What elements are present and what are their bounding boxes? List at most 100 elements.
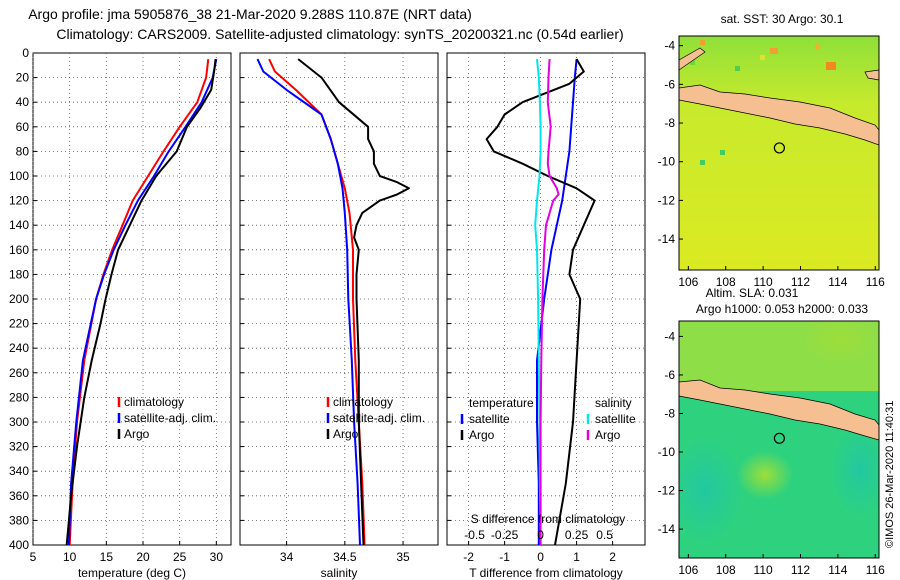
diff-top-tick-label: -0.5 bbox=[464, 528, 485, 542]
diff-legend-salinity-label: Argo bbox=[595, 428, 621, 442]
temperature-legend-label: satellite-adj. clim. bbox=[124, 411, 216, 425]
panel-difference: -2 -1 0 1 2 T difference from climatology temp… bbox=[446, 52, 646, 580]
sst-map-argo-marker bbox=[773, 142, 785, 154]
depth-tick-label: 400 bbox=[9, 538, 29, 552]
map-lon-tick-label: 114 bbox=[828, 275, 847, 289]
map-lon-tick-label: 114 bbox=[828, 563, 847, 577]
map-lat-tick-label: -4 bbox=[664, 329, 675, 343]
map-lat-tick-label: -8 bbox=[664, 116, 675, 130]
sla-map-frame bbox=[678, 320, 880, 559]
temperature-xtick-label: 5 bbox=[30, 550, 37, 564]
diff-top-tick-label: 0 bbox=[537, 528, 544, 542]
sst-map-frame bbox=[678, 35, 880, 271]
sst-map: sat. SST: 30 Argo: 30.1 106 108 110 112 114 1… bbox=[658, 12, 885, 289]
temperature-series-argo bbox=[65, 58, 217, 546]
diff-top-tick-label: 0.5 bbox=[596, 528, 613, 542]
depth-tick-label: 200 bbox=[9, 292, 29, 306]
depth-tick-label: 80 bbox=[16, 144, 30, 158]
salinity-legend-label: Argo bbox=[333, 427, 359, 441]
map-lat-tick-label: -14 bbox=[658, 232, 676, 246]
map-lon-tick-label: 112 bbox=[791, 275, 810, 289]
map-lon-tick-label: 108 bbox=[716, 275, 736, 289]
temperature-xtick-label: 15 bbox=[100, 550, 114, 564]
map-lon-tick-label: 110 bbox=[754, 275, 773, 289]
map-lon-tick-label: 116 bbox=[866, 563, 885, 577]
difference-series-s-satellite bbox=[534, 59, 542, 546]
difference-xlabel: T difference from climatology bbox=[469, 566, 623, 580]
diff-legend-temperature-label: satellite bbox=[469, 412, 510, 426]
depth-tick-label: 360 bbox=[9, 489, 29, 503]
difference-series-t-argo bbox=[485, 58, 596, 546]
depth-tick-label: 160 bbox=[9, 243, 29, 257]
depth-tick-label: 20 bbox=[16, 71, 30, 85]
temperature-xtick-label: 10 bbox=[63, 550, 77, 564]
map-lat-tick-label: -6 bbox=[664, 368, 675, 382]
depth-tick-label: 100 bbox=[9, 169, 29, 183]
sla-map-blobs bbox=[679, 321, 879, 545]
salinity-xtick-label: 34.5 bbox=[333, 550, 357, 564]
map-lat-tick-label: -14 bbox=[658, 522, 676, 536]
salinity-xtick-label: 34 bbox=[280, 550, 294, 564]
difference-xtick-label: 2 bbox=[609, 550, 616, 564]
depth-tick-label: 380 bbox=[9, 513, 29, 527]
depth-tick-label: 60 bbox=[16, 120, 30, 134]
panel-temperature: 0 20 40 60 80 100 120 140 160 180 200 220 240 260 280 3… bbox=[9, 46, 232, 580]
depth-tick-label: 240 bbox=[9, 341, 29, 355]
map-lat-tick-label: -6 bbox=[664, 77, 675, 91]
map-lon-tick-label: 108 bbox=[716, 563, 736, 577]
map-lat-tick-label: -12 bbox=[658, 484, 676, 498]
diff-legend-salinity-label: satellite bbox=[595, 412, 636, 426]
temperature-xtick-label: 25 bbox=[173, 550, 187, 564]
map-lat-tick-label: -10 bbox=[658, 445, 676, 459]
salinity-series-argo bbox=[297, 58, 410, 546]
depth-tick-label: 220 bbox=[9, 317, 29, 331]
temperature-legend-label: Argo bbox=[124, 427, 150, 441]
diff-top-tick-label: 0.25 bbox=[565, 528, 589, 542]
map-lon-tick-label: 110 bbox=[754, 563, 773, 577]
salinity-series-satellite-adj-clim- bbox=[256, 58, 361, 546]
depth-tick-label: 300 bbox=[9, 415, 29, 429]
map-lat-tick-label: -12 bbox=[658, 193, 676, 207]
depth-tick-label: 280 bbox=[9, 390, 29, 404]
diff-top-tick-label: -0.25 bbox=[491, 528, 519, 542]
depth-tick-label: 120 bbox=[9, 194, 29, 208]
sla-map-title-1: Altim. SLA: 0.031 bbox=[706, 286, 799, 300]
map-lon-tick-label: 106 bbox=[678, 275, 698, 289]
temperature-xtick-label: 20 bbox=[136, 550, 150, 564]
sst-map-speckle bbox=[679, 40, 879, 165]
difference-xtick-label: -2 bbox=[463, 550, 474, 564]
sla-map-argo-marker bbox=[773, 432, 785, 444]
difference-series-t-satellite bbox=[536, 59, 578, 545]
panel-salinity: 34 34.5 35 salinity climatology satellite-adj… bbox=[239, 52, 439, 580]
depth-tick-label: 40 bbox=[16, 95, 30, 109]
difference-series-s-argo bbox=[539, 59, 560, 545]
depth-tick-label: 140 bbox=[9, 218, 29, 232]
diff-legend-salinity-title: salinity bbox=[595, 396, 632, 410]
salinity-xlabel: salinity bbox=[321, 566, 358, 580]
sla-map-title-2: Argo h1000: 0.053 h2000: 0.033 bbox=[696, 302, 868, 316]
depth-tick-label: 180 bbox=[9, 267, 29, 281]
depth-tick-label: 320 bbox=[9, 440, 29, 454]
map-lat-tick-label: -4 bbox=[664, 39, 675, 53]
difference-xtick-label: -1 bbox=[499, 550, 510, 564]
map-lat-tick-label: -8 bbox=[664, 406, 675, 420]
map-lat-tick-label: -10 bbox=[658, 155, 676, 169]
temperature-series-satellite-adj-clim- bbox=[67, 58, 218, 546]
depth-tick-label: 0 bbox=[22, 46, 29, 60]
temperature-xlabel: temperature (deg C) bbox=[78, 566, 186, 580]
salinity-legend-label: satellite-adj. clim. bbox=[333, 411, 425, 425]
sla-map: Altim. SLA: 0.031 Argo h1000: 0.053 h200… bbox=[658, 286, 885, 577]
temperature-xtick-label: 30 bbox=[210, 550, 224, 564]
title-line-2: Climatology: CARS2009. Satellite-adjuste… bbox=[56, 26, 624, 42]
map-lon-tick-label: 106 bbox=[678, 563, 698, 577]
difference-xtick-label: 1 bbox=[573, 550, 580, 564]
salinity-xtick-label: 35 bbox=[396, 550, 410, 564]
depth-tick-label: 260 bbox=[9, 366, 29, 380]
sst-map-title: sat. SST: 30 Argo: 30.1 bbox=[721, 12, 844, 26]
imos-timestamp: ©IMOS 26-Mar-2020 11:40:31 bbox=[884, 400, 896, 548]
diff-top-axis-label: S difference from climatology bbox=[471, 512, 626, 526]
depth-tick-label: 340 bbox=[9, 464, 29, 478]
map-lon-tick-label: 112 bbox=[791, 563, 810, 577]
map-lon-tick-label: 116 bbox=[866, 275, 885, 289]
